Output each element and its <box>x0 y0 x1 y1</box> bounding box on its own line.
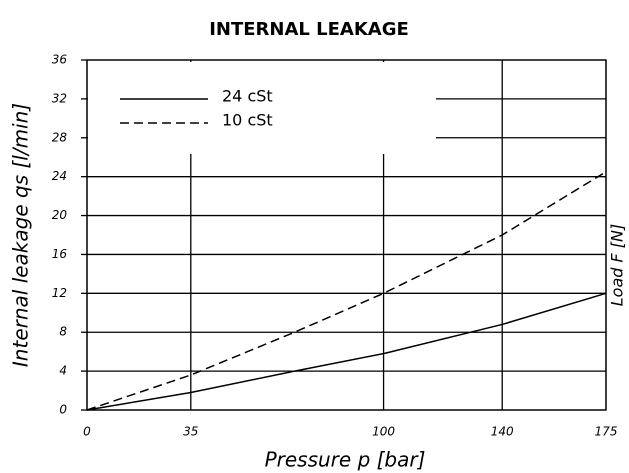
data-line <box>86 171 607 411</box>
x-tick-label: 35 <box>183 425 198 439</box>
x-tick-label: 140 <box>491 425 514 439</box>
chart-title: INTERNAL LEAKAGE <box>209 19 409 40</box>
x-tick-label: 0 <box>83 425 91 439</box>
x-axis-label: Pressure p [bar] <box>265 448 426 472</box>
legend-box <box>88 62 436 154</box>
y2-axis-label: Load F [N] <box>608 224 627 307</box>
y-tick-label: 4 <box>59 364 67 378</box>
plot-frame <box>86 59 607 411</box>
x-tick-label: 175 <box>595 425 618 439</box>
data-line <box>86 292 607 411</box>
y-tick-label: 28 <box>52 130 68 144</box>
legend-label: 10 cSt <box>222 111 273 130</box>
y-tick-label: 0 <box>59 403 67 417</box>
y-tick-label: 12 <box>52 286 67 300</box>
y-tick-label: 24 <box>52 169 67 183</box>
y-tick-label: 16 <box>52 247 68 261</box>
y-tick-label: 32 <box>52 91 67 105</box>
y-tick-label: 20 <box>52 208 68 222</box>
legend-label: 24 cSt <box>222 87 273 106</box>
y-tick-label: 8 <box>59 325 67 339</box>
x-tick-label: 100 <box>372 425 395 439</box>
y-tick-label: 36 <box>52 53 68 67</box>
y-axis-label: Internal leakage qs [l/min] <box>9 103 33 367</box>
